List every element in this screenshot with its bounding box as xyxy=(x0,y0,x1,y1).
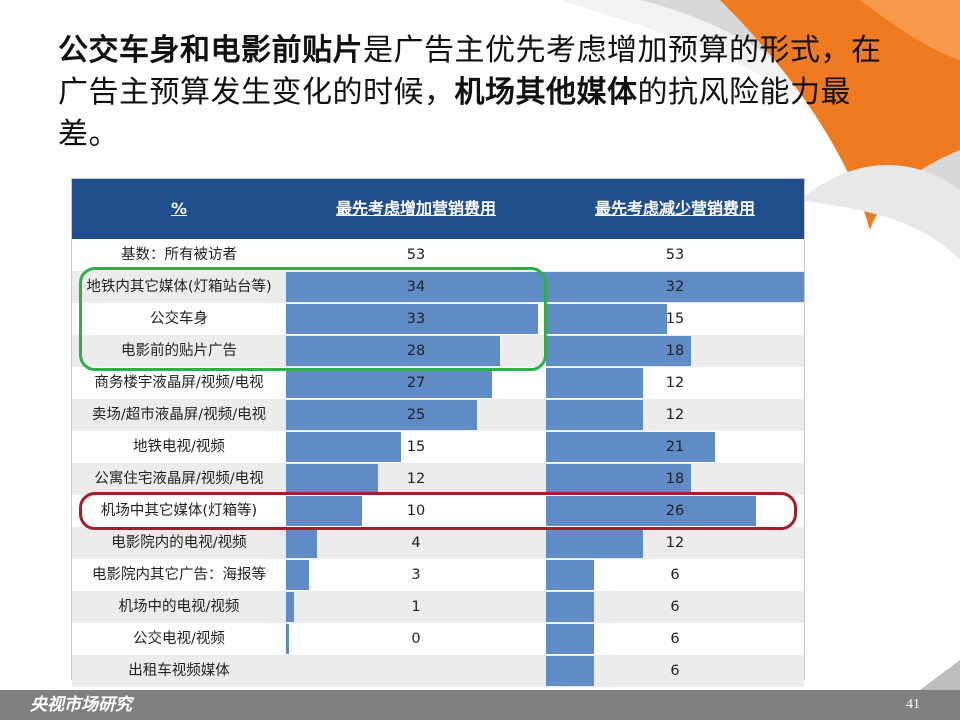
row-label: 机场中其它媒体(灯箱等) xyxy=(100,503,258,519)
value-decrease: 26 xyxy=(665,503,685,519)
row-label: 电影院内的电视/视频 xyxy=(111,535,247,551)
base-row: 基数：所有被访者 53 53 xyxy=(72,239,804,271)
bar-decrease xyxy=(546,400,643,430)
value-decrease: 6 xyxy=(670,663,680,679)
row-label: 基数：所有被访者 xyxy=(121,247,237,263)
table-row: 电影院内的电视/视频 4 12 xyxy=(72,527,804,559)
value-increase: 0 xyxy=(411,631,421,647)
value-decrease: 12 xyxy=(665,407,685,423)
bar-increase xyxy=(286,400,478,430)
value-increase: 33 xyxy=(406,311,426,327)
value-increase: 4 xyxy=(411,535,421,551)
bar-decrease xyxy=(546,304,667,334)
data-table: % 最先考虑增加营销费用 最先考虑减少营销费用 基数：所有被访者 53 53 地铁内其… xyxy=(71,178,805,687)
value-decrease: 15 xyxy=(665,311,685,327)
bar-decrease xyxy=(546,592,595,622)
bar-increase xyxy=(286,304,539,334)
value-increase: 53 xyxy=(406,247,426,263)
bar-increase xyxy=(286,272,546,302)
row-label: 卖场/超市液晶屏/视频/电视 xyxy=(91,407,267,423)
value-increase: 34 xyxy=(406,279,426,295)
value-decrease: 6 xyxy=(670,599,680,615)
row-label: 公交电视/视频 xyxy=(133,631,225,647)
title-text-2: 的抗风险能力最差。 xyxy=(58,75,851,152)
highlight-green xyxy=(79,267,547,371)
table-row: 机场中的电视/视频 1 6 xyxy=(72,591,804,623)
table-row: 电影院内其它广告：海报等 3 6 xyxy=(72,559,804,591)
value-decrease: 6 xyxy=(670,567,680,583)
row-label: 地铁电视/视频 xyxy=(133,439,225,455)
value-decrease: 53 xyxy=(665,247,685,263)
header-percent: % xyxy=(170,199,188,218)
footer-logo: 央视市场研究 xyxy=(30,695,132,715)
page-number: 41 xyxy=(906,697,920,712)
bar-decrease xyxy=(546,272,804,302)
value-decrease: 21 xyxy=(665,439,685,455)
bar-increase xyxy=(286,496,363,526)
value-increase: 28 xyxy=(406,343,426,359)
table-row: 公寓住宅液晶屏/视频/电视 12 18 xyxy=(72,463,804,495)
bar-decrease xyxy=(546,528,643,558)
bar-increase xyxy=(286,432,401,462)
slide-title: 公交车身和电影前贴片是广告主优先考虑增加预算的形式，在广告主预算发生变化的时候，… xyxy=(58,30,908,156)
value-increase: 15 xyxy=(406,439,426,455)
row-label: 电影院内其它广告：海报等 xyxy=(92,567,266,583)
row-label: 电影前的贴片广告 xyxy=(121,343,237,359)
value-increase: 27 xyxy=(406,375,426,391)
bar-increase xyxy=(286,528,317,558)
value-decrease: 18 xyxy=(665,471,685,487)
table-row: 出租车视频媒体 6 xyxy=(72,655,804,687)
table-row: 公交车身 33 15 xyxy=(72,303,804,335)
bar-increase xyxy=(286,592,294,622)
header-decrease: 最先考虑减少营销费用 xyxy=(594,199,755,218)
bar-decrease xyxy=(546,560,595,590)
table-row: 地铁电视/视频 15 21 xyxy=(72,431,804,463)
bar-decrease xyxy=(546,624,595,654)
row-label: 机场中的电视/视频 xyxy=(118,599,240,615)
table-row: 地铁内其它媒体(灯箱站台等) 34 32 xyxy=(72,271,804,303)
bar-increase xyxy=(286,336,501,366)
row-label: 商务楼宇液晶屏/视频/电视 xyxy=(94,375,264,391)
value-decrease: 12 xyxy=(665,535,685,551)
row-label: 出租车视频媒体 xyxy=(128,663,230,679)
value-increase: 10 xyxy=(406,503,426,519)
bar-increase xyxy=(286,464,378,494)
table-row: 机场中其它媒体(灯箱等) 10 26 xyxy=(72,495,804,527)
row-label: 公寓住宅液晶屏/视频/电视 xyxy=(94,471,264,487)
header-increase: 最先考虑增加营销费用 xyxy=(335,199,496,218)
value-decrease: 32 xyxy=(665,279,685,295)
bar-increase xyxy=(286,368,493,398)
bar-decrease xyxy=(546,496,756,526)
bar-increase xyxy=(286,624,289,654)
row-label: 公交车身 xyxy=(150,311,208,327)
title-emphasis-1: 公交车身和电影前贴片 xyxy=(58,33,363,68)
title-text-1: 是广告主优先考虑增加预算的形式，在广告主预算发生变化的时候， xyxy=(58,33,882,110)
value-increase: 25 xyxy=(406,407,426,423)
table-row: 电影前的贴片广告 28 18 xyxy=(72,335,804,367)
table-row: 公交电视/视频 0 6 xyxy=(72,623,804,655)
bar-decrease xyxy=(546,336,692,366)
value-increase: 3 xyxy=(411,567,421,583)
bar-decrease xyxy=(546,464,692,494)
table-header: % 最先考虑增加营销费用 最先考虑减少营销费用 xyxy=(72,179,804,239)
title-emphasis-2: 机场其他媒体 xyxy=(454,75,638,110)
highlight-red xyxy=(79,492,797,530)
bar-decrease xyxy=(546,656,595,686)
table-row: 商务楼宇液晶屏/视频/电视 27 12 xyxy=(72,367,804,399)
value-increase: 1 xyxy=(411,599,421,615)
row-label: 地铁内其它媒体(灯箱站台等) xyxy=(86,279,272,295)
value-decrease: 12 xyxy=(665,375,685,391)
footer-bar: 央视市场研究 41 xyxy=(0,690,960,720)
value-increase: 12 xyxy=(406,471,426,487)
value-decrease: 18 xyxy=(665,343,685,359)
table-row: 卖场/超市液晶屏/视频/电视 25 12 xyxy=(72,399,804,431)
bar-increase xyxy=(286,560,309,590)
bar-decrease xyxy=(546,368,643,398)
bar-decrease xyxy=(546,432,716,462)
value-decrease: 6 xyxy=(670,631,680,647)
